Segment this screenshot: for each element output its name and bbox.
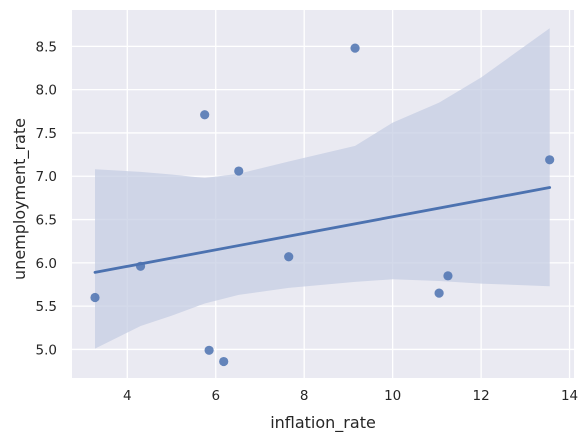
y-tick-label: 5.5 [36,299,57,315]
data-point [200,110,210,120]
data-point [545,155,555,165]
x-tick-label: 10 [384,388,401,404]
x-tick-label: 4 [123,388,132,404]
y-tick-labels: 5.0 5.5 6.0 6.5 7.0 7.5 8.0 8.5 [36,39,57,358]
x-axis-label: inflation_rate [270,413,376,433]
x-tick-label: 12 [473,388,490,404]
y-tick-label: 7.5 [36,126,57,142]
x-tick-label: 8 [300,388,309,404]
x-tick-label: 6 [211,388,220,404]
y-tick-label: 5.0 [36,342,57,358]
data-point [443,271,453,281]
data-point [135,261,146,271]
data-point [234,166,244,176]
y-tick-label: 6.0 [36,256,57,272]
x-tick-labels: 4 6 8 10 12 14 [123,388,578,404]
y-tick-label: 6.5 [36,213,57,229]
y-axis-label: unemployment_rate [10,118,30,280]
data-point [350,43,360,53]
confidence-band [95,28,550,349]
data-point [90,292,100,303]
data-point [219,356,229,367]
data-points [90,43,555,367]
x-tick-label: 14 [561,388,578,404]
data-point [284,252,294,262]
data-point [204,345,214,355]
regression-line [93,186,552,274]
y-tick-label: 8.0 [36,83,57,99]
data-point [434,288,444,298]
y-tick-label: 7.0 [36,169,57,185]
y-tick-label: 8.5 [36,39,57,55]
